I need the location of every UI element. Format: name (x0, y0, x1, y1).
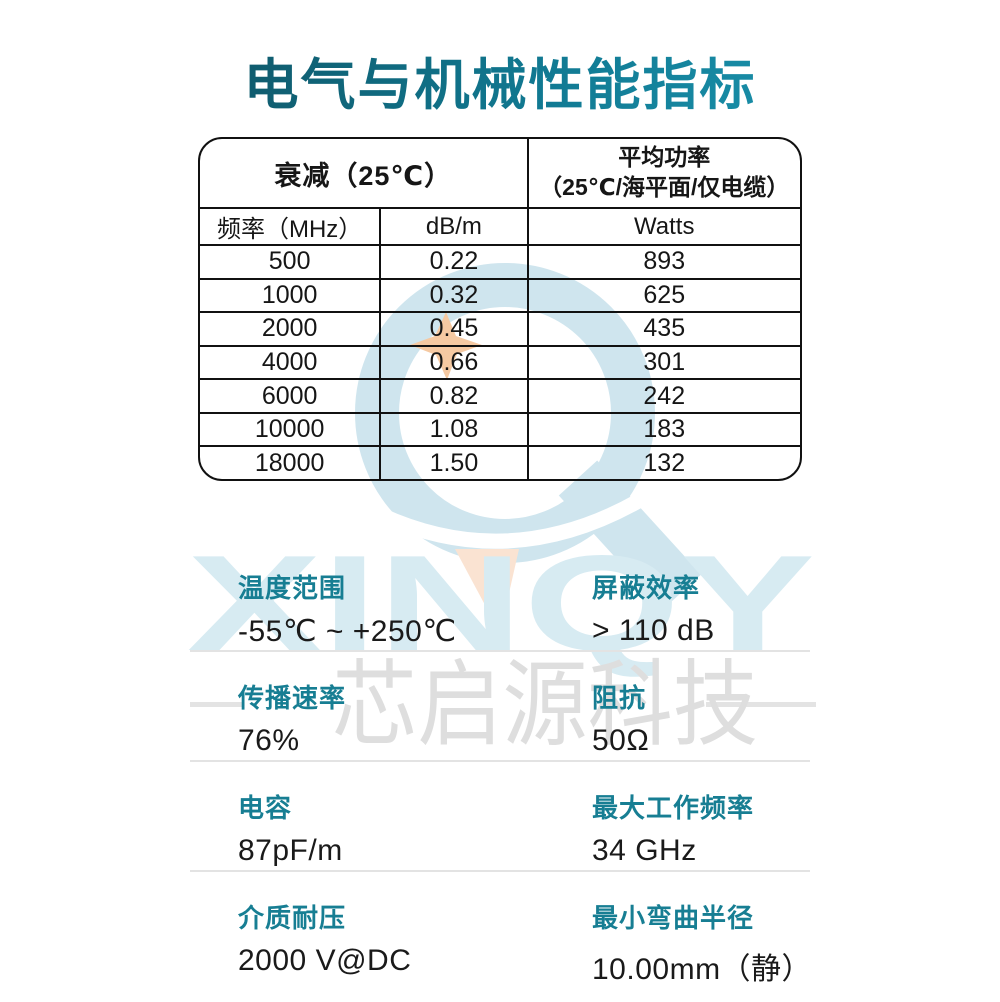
cell-frequency: 500 (200, 244, 382, 280)
cell-dbm: 0.32 (379, 277, 529, 314)
cell-watts: 183 (526, 411, 800, 448)
table-row: 6000 0.82 242 (200, 378, 800, 414)
spec-label: 阻抗 (592, 683, 647, 713)
table-row: 10000 1.08 183 (200, 411, 800, 448)
spec-value: 2000 V@DC (238, 944, 412, 977)
spec-row-capacitance-frequency: 电容 87pF/m 最大工作频率 34 GHz (190, 762, 810, 872)
spec-label: 最大工作频率 (592, 793, 755, 823)
column-header-frequency: 频率（MHz） (200, 207, 382, 246)
cell-frequency: 18000 (200, 445, 382, 479)
cell-frequency: 1000 (200, 277, 382, 314)
cell-dbm: 0.45 (379, 311, 529, 347)
cell-watts: 301 (526, 344, 800, 381)
header-average-power-line1: 平均功率 (618, 144, 711, 171)
cell-dbm: 0.82 (379, 378, 529, 414)
watermark-dash-left (190, 702, 242, 707)
watermark-company-text: 芯启源科技 (332, 652, 758, 757)
spec-item-dielectric-voltage: 介质耐压 2000 V@DC (238, 898, 592, 1002)
spec-label: 最小弯曲半径 (592, 903, 755, 933)
column-header-watts: Watts (526, 207, 800, 246)
cell-watts: 242 (526, 378, 800, 414)
spec-value: 10.00mm（静） (592, 953, 813, 986)
cell-dbm: 0.66 (379, 344, 529, 381)
cell-dbm: 1.08 (379, 411, 529, 448)
header-average-power-line2: （25℃/海平面/仅电缆） (539, 174, 790, 200)
cell-frequency: 10000 (200, 411, 382, 448)
table-row: 4000 0.66 301 (200, 344, 800, 381)
cell-frequency: 4000 (200, 344, 382, 381)
cell-watts: 435 (526, 311, 800, 347)
spec-item-temperature-range: 温度范围 -55℃ ~ +250℃ (238, 568, 592, 650)
spec-value: 76% (238, 724, 300, 757)
cell-dbm: 1.50 (379, 445, 529, 479)
watermark-dash-right (706, 702, 816, 707)
spec-label: 介质耐压 (238, 903, 347, 933)
table-subheader-row: 频率（MHz） dB/m Watts (200, 207, 800, 246)
spec-label: 传播速率 (238, 683, 347, 713)
page-title: 电气与机械性能指标 (0, 40, 1000, 120)
table-header-row: 衰减（25℃） 平均功率 （25℃/海平面/仅电缆） (200, 139, 800, 209)
spec-item-propagation-velocity: 传播速率 76% (238, 678, 592, 760)
spec-item-shielding-efficiency: 屏蔽效率 > 110 dB (592, 568, 810, 650)
cell-watts: 893 (526, 244, 800, 280)
spec-list: 温度范围 -55℃ ~ +250℃ 屏蔽效率 > 110 dB 传播速率 76%… (190, 560, 813, 1002)
cell-dbm: 0.22 (379, 244, 529, 280)
spec-row-velocity-impedance: 传播速率 76% 阻抗 50Ω (190, 652, 810, 762)
spec-label: 温度范围 (238, 573, 347, 603)
spec-value: 50Ω (592, 724, 650, 757)
header-average-power: 平均功率 （25℃/海平面/仅电缆） (526, 139, 800, 209)
spec-item-min-bend-radius: 最小弯曲半径 10.00mm（静） (592, 898, 813, 1002)
cell-frequency: 6000 (200, 378, 382, 414)
watermark-q-swoosh-icon (348, 481, 665, 549)
spec-label: 电容 (238, 793, 293, 823)
table-row: 2000 0.45 435 (200, 311, 800, 347)
header-attenuation: 衰减（25℃） (200, 139, 529, 209)
spec-label: 屏蔽效率 (592, 573, 701, 603)
table-row: 1000 0.32 625 (200, 277, 800, 314)
spec-row-temperature-shielding: 温度范围 -55℃ ~ +250℃ 屏蔽效率 > 110 dB (190, 560, 810, 652)
table-row: 500 0.22 893 (200, 244, 800, 280)
cell-watts: 132 (526, 445, 800, 479)
spec-value: 34 GHz (592, 834, 697, 867)
watermark-triangle-icon (455, 549, 519, 633)
table-row: 18000 1.50 132 (200, 445, 800, 479)
spec-item-max-frequency: 最大工作频率 34 GHz (592, 788, 810, 870)
spec-value: -55℃ ~ +250℃ (238, 615, 457, 648)
spec-value: 87pF/m (238, 834, 343, 867)
spec-item-capacitance: 电容 87pF/m (238, 788, 592, 870)
spec-value: > 110 dB (592, 614, 715, 647)
watermark-brand-text: XINQY (187, 527, 815, 679)
watermark-q-tail-icon (558, 460, 702, 610)
attenuation-power-table: 衰减（25℃） 平均功率 （25℃/海平面/仅电缆） 频率（MHz） dB/m … (198, 137, 802, 481)
column-header-dbm: dB/m (379, 207, 529, 246)
spec-row-voltage-bend: 介质耐压 2000 V@DC 最小弯曲半径 10.00mm（静） (190, 872, 813, 1002)
spec-item-impedance: 阻抗 50Ω (592, 678, 810, 760)
cell-watts: 625 (526, 277, 800, 314)
cell-frequency: 2000 (200, 311, 382, 347)
